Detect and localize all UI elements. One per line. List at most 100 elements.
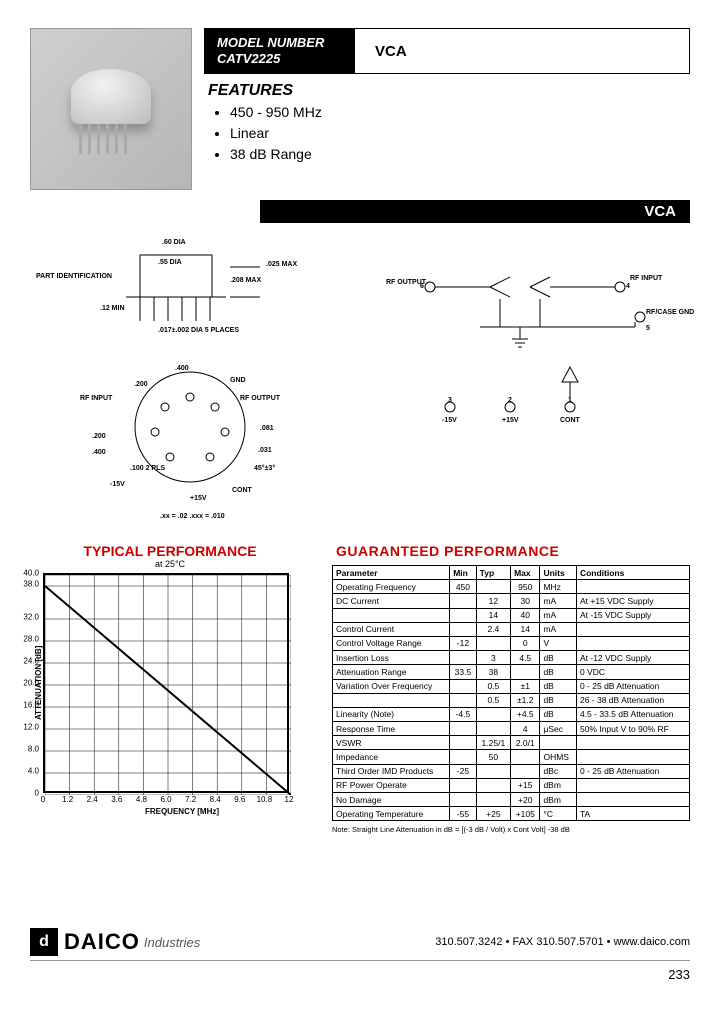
table-cell <box>450 594 476 608</box>
table-cell: 0 VDC <box>576 665 689 679</box>
table-cell: V <box>540 636 577 650</box>
table-cell: dB <box>540 679 577 693</box>
dim-label: .025 MAX <box>266 261 297 268</box>
xtick: 1.2 <box>62 795 73 804</box>
xtick: 6.0 <box>160 795 171 804</box>
table-cell: μSec <box>540 722 577 736</box>
table-cell: 14 <box>511 622 540 636</box>
dim-label: RF OUTPUT <box>240 395 280 402</box>
table-cell: 26 - 38 dB Attenuation <box>576 693 689 707</box>
table-cell: +4.5 <box>511 707 540 721</box>
table-row: RF Power Operate+15dBm <box>333 778 690 792</box>
table-row: 1440mAAt -15 VDC Supply <box>333 608 690 622</box>
feature-item: 450 - 950 MHz <box>230 102 690 123</box>
table-row: Linearity (Note)-4.5+4.5dB4.5 - 33.5 dB … <box>333 707 690 721</box>
model-label: MODEL NUMBER <box>217 35 343 51</box>
table-cell: -55 <box>450 807 476 821</box>
table-cell: mA <box>540 594 577 608</box>
table-cell: 14 <box>476 608 510 622</box>
table-cell <box>476 707 510 721</box>
table-cell: At -12 VDC Supply <box>576 651 689 665</box>
table-cell: 950 <box>511 580 540 594</box>
table-cell <box>450 679 476 693</box>
table-cell: +20 <box>511 793 540 807</box>
pin-num: 4 <box>626 283 630 290</box>
dim-label: .081 <box>260 425 274 432</box>
table-cell <box>450 750 476 764</box>
table-row: Control Current2.414mA <box>333 622 690 636</box>
table-cell: 0.5 <box>476 679 510 693</box>
contact-info: 310.507.3242 • FAX 310.507.5701 • www.da… <box>435 936 690 948</box>
table-cell <box>450 778 476 792</box>
table-cell: 4 <box>511 722 540 736</box>
model-number: CATV2225 <box>217 51 343 67</box>
pin-label: RF/CASE GND <box>646 309 694 316</box>
xtick: 3.6 <box>111 795 122 804</box>
table-cell: RF Power Operate <box>333 778 450 792</box>
dim-label: .200 <box>134 381 148 388</box>
table-cell: Control Current <box>333 622 450 636</box>
table-cell: -25 <box>450 764 476 778</box>
table-header: Units <box>540 566 577 580</box>
xtick: 9.6 <box>234 795 245 804</box>
table-cell: 0.5 <box>476 693 510 707</box>
xtick: 8.4 <box>210 795 221 804</box>
xtick: 4.8 <box>136 795 147 804</box>
table-cell <box>476 580 510 594</box>
table-cell: 0 <box>511 636 540 650</box>
table-cell: dBm <box>540 778 577 792</box>
table-cell: Operating Temperature <box>333 807 450 821</box>
page-number: 233 <box>30 967 690 982</box>
performance-table: ParameterMinTypMaxUnitsConditions Operat… <box>332 565 690 821</box>
table-cell: Third Order IMD Products <box>333 764 450 778</box>
table-cell: VSWR <box>333 736 450 750</box>
table-cell <box>576 622 689 636</box>
table-cell: mA <box>540 608 577 622</box>
ytick: 24.0 <box>23 657 39 666</box>
table-cell: dBc <box>540 764 577 778</box>
table-cell: TA <box>576 807 689 821</box>
table-cell <box>450 693 476 707</box>
table-cell: dB <box>540 651 577 665</box>
table-cell <box>576 793 689 807</box>
logo-icon: d <box>30 928 58 956</box>
dim-label: .400 <box>175 365 189 372</box>
performance-chart: TYPICAL PERFORMANCE at 25°C ATTENUATION … <box>30 543 310 834</box>
xtick: 2.4 <box>87 795 98 804</box>
table-cell: No Damage <box>333 793 450 807</box>
company-suffix: Industries <box>144 935 200 950</box>
table-cell <box>540 736 577 750</box>
table-cell <box>576 778 689 792</box>
xtick: 0 <box>41 795 45 804</box>
table-cell <box>511 750 540 764</box>
table-cell <box>576 736 689 750</box>
table-header: Typ <box>476 566 510 580</box>
table-row: VSWR1.25/12.0/1 <box>333 736 690 750</box>
table-cell: 450 <box>450 580 476 594</box>
table-cell: 3 <box>476 651 510 665</box>
pin-num: 5 <box>646 325 650 332</box>
table-cell: Linearity (Note) <box>333 707 450 721</box>
table-cell: At +15 VDC Supply <box>576 594 689 608</box>
table-cell <box>450 608 476 622</box>
table-cell: Response Time <box>333 722 450 736</box>
ytick: 40.0 <box>23 569 39 578</box>
table-header: Min <box>450 566 476 580</box>
ytick: 28.0 <box>23 635 39 644</box>
dim-label: .55 DIA <box>158 259 182 266</box>
table-cell: 1.25/1 <box>476 736 510 750</box>
chart-title: TYPICAL PERFORMANCE <box>30 543 310 559</box>
table-row: Third Order IMD Products-25 dBc0 - 25 dB … <box>333 764 690 778</box>
ytick: 12.0 <box>23 723 39 732</box>
model-header: MODEL NUMBER CATV2225 VCA <box>204 28 690 74</box>
ytick: 8.0 <box>28 745 39 754</box>
component-photo <box>30 28 192 190</box>
table-cell: 0 - 25 dB Attenuation <box>576 764 689 778</box>
table-cell <box>476 778 510 792</box>
table-row: Impedance50OHMS <box>333 750 690 764</box>
table-cell: dBm <box>540 793 577 807</box>
table-cell: 30 <box>511 594 540 608</box>
features-heading: FEATURES <box>208 82 690 100</box>
table-cell: +105 <box>511 807 540 821</box>
table-cell: dB <box>540 707 577 721</box>
